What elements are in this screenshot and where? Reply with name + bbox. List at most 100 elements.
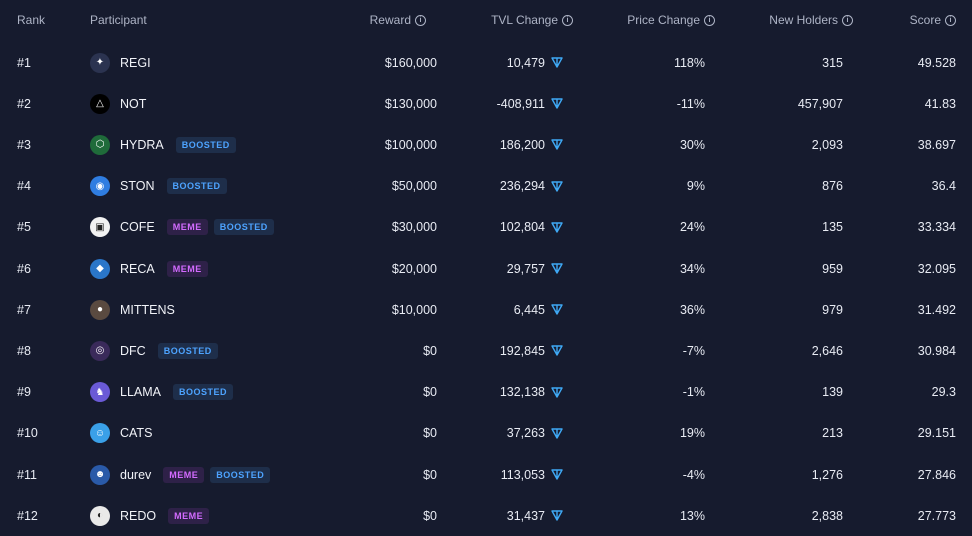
score-cell: 36.4 [931,179,956,194]
boosted-badge: BOOSTED [210,466,271,483]
boosted-badge: BOOSTED [173,384,234,401]
redo-avatar-icon: ◐ [90,505,110,526]
participant-cell[interactable]: ♞ LLAMA BOOSTED [90,372,234,413]
new-holders-cell: 2,838 [811,508,843,523]
participant-cell[interactable]: ✦ REGI [90,42,163,83]
boosted-badge: BOOSTED [175,136,236,153]
reward-cell: $0 [423,343,437,358]
participant-name: COFE [120,220,155,235]
regi-avatar-icon: ✦ [90,52,110,73]
llama-avatar-icon: ♞ [90,382,110,403]
badge-group: MEME [166,260,208,277]
header-reward[interactable]: Reward i [370,13,426,27]
mittens-avatar-icon: ● [90,299,110,320]
info-icon[interactable]: i [842,14,853,26]
participant-name: DFC [120,343,146,358]
table-row[interactable]: #7 ● MITTENS $10,000 6,445 36% 979 31.49… [0,289,972,330]
price-change-cell: 36% [679,302,705,317]
participant-name: NOT [120,96,147,111]
score-cell: 29.3 [931,385,956,400]
participant-cell[interactable]: ● MITTENS [90,289,187,330]
participant-name: CATS [120,426,153,441]
header-new-holders[interactable]: New Holders i [769,13,853,27]
tvl-change-value: 102,804 [499,220,545,235]
tvl-change-cell: 192,845 [500,330,563,371]
info-icon[interactable]: i [562,14,573,26]
reward-cell: $10,000 [391,302,437,317]
header-price-change[interactable]: Price Change i [627,13,715,27]
new-holders-cell: 135 [822,220,843,235]
table-row[interactable]: #3 ⬡ HYDRA BOOSTED $100,000 186,200 30% … [0,124,972,165]
info-icon[interactable]: i [704,14,715,26]
table-row[interactable]: #9 ♞ LLAMA BOOSTED $0 132,138 -1% 139 29… [0,372,972,413]
table-row[interactable]: #8 ◎ DFC BOOSTED $0 192,845 -7% 2,646 30… [0,330,972,371]
meme-badge: MEME [166,260,208,277]
boosted-badge: BOOSTED [157,342,218,359]
header-rank[interactable]: Rank [17,13,46,27]
reward-cell: $160,000 [384,55,437,70]
header-score[interactable]: Score i [910,13,956,27]
participant-name: STON [120,179,155,194]
tvl-change-cell: 236,294 [500,166,563,207]
tvl-change-cell: 132,138 [500,372,563,413]
tvl-change-cell: 113,053 [501,454,563,495]
new-holders-cell: 959 [822,261,843,276]
new-holders-cell: 2,646 [811,343,843,358]
price-change-cell: -7% [682,343,705,358]
table-header: Rank Participant Reward i TVL Change i P… [0,0,972,42]
new-holders-cell: 213 [822,426,843,441]
price-change-cell: 13% [679,508,705,523]
rank-cell: #10 [17,426,38,441]
participant-cell[interactable]: ◉ STON BOOSTED [90,166,227,207]
table-row[interactable]: #12 ◐ REDO MEME $0 31,437 13% 2,838 27.7… [0,495,972,536]
tvl-change-value: 10,479 [506,55,545,70]
header-participant[interactable]: Participant [90,13,147,27]
price-change-cell: 9% [686,179,705,194]
rank-cell: #2 [17,96,31,111]
ton-icon [551,57,563,68]
participant-cell[interactable]: ☺ CATS [90,413,164,454]
ton-icon [551,469,563,480]
price-change-cell: 30% [679,137,705,152]
participant-cell[interactable]: ▣ COFE MEME BOOSTED [90,207,274,248]
dfc-avatar-icon: ◎ [90,340,110,361]
participant-cell[interactable]: ◎ DFC BOOSTED [90,330,218,371]
score-cell: 41.83 [924,96,956,111]
table-row[interactable]: #4 ◉ STON BOOSTED $50,000 236,294 9% 876… [0,166,972,207]
reward-cell: $130,000 [384,96,437,111]
table-row[interactable]: #1 ✦ REGI $160,000 10,479 118% 315 49.52… [0,42,972,83]
participant-cell[interactable]: ◆ RECA MEME [90,248,208,289]
ton-icon [551,510,563,521]
tvl-change-cell: 31,437 [507,495,563,536]
participant-cell[interactable]: ◐ REDO MEME [90,495,210,536]
score-cell: 32.095 [917,261,956,276]
header-tvl-change[interactable]: TVL Change i [491,13,573,27]
score-cell: 38.697 [917,137,956,152]
info-icon[interactable]: i [415,14,426,26]
ton-icon [551,98,563,109]
tvl-change-value: -408,911 [496,96,545,111]
table-row[interactable]: #6 ◆ RECA MEME $20,000 29,757 34% 959 32… [0,248,972,289]
participant-cell[interactable]: △ NOT [90,83,158,124]
participant-name: HYDRA [120,137,164,152]
reward-cell: $0 [423,467,437,482]
score-cell: 27.846 [917,467,956,482]
rank-cell: #9 [17,385,31,400]
rank-cell: #1 [17,55,31,70]
ton-icon [551,180,563,192]
participant-cell[interactable]: ⬡ HYDRA BOOSTED [90,124,236,165]
badge-group: BOOSTED [166,178,227,195]
info-icon[interactable]: i [945,14,956,26]
meme-badge: MEME [168,507,210,524]
new-holders-cell: 2,093 [811,137,843,152]
table-row[interactable]: #5 ▣ COFE MEME BOOSTED $30,000 102,804 24… [0,207,972,248]
price-change-cell: -4% [682,467,705,482]
table-row[interactable]: #11 ☻ durev MEME BOOSTED $0 113,053 -4% 1… [0,454,972,495]
ton-icon [551,139,563,151]
table-row[interactable]: #2 △ NOT $130,000 -408,911 -11% 457,907 … [0,83,972,124]
participant-cell[interactable]: ☻ durev MEME BOOSTED [90,454,271,495]
price-change-cell: -1% [682,385,705,400]
not-avatar-icon: △ [90,93,110,114]
participant-name: REDO [120,508,157,523]
table-row[interactable]: #10 ☺ CATS $0 37,263 19% 213 29.151 [0,413,972,454]
